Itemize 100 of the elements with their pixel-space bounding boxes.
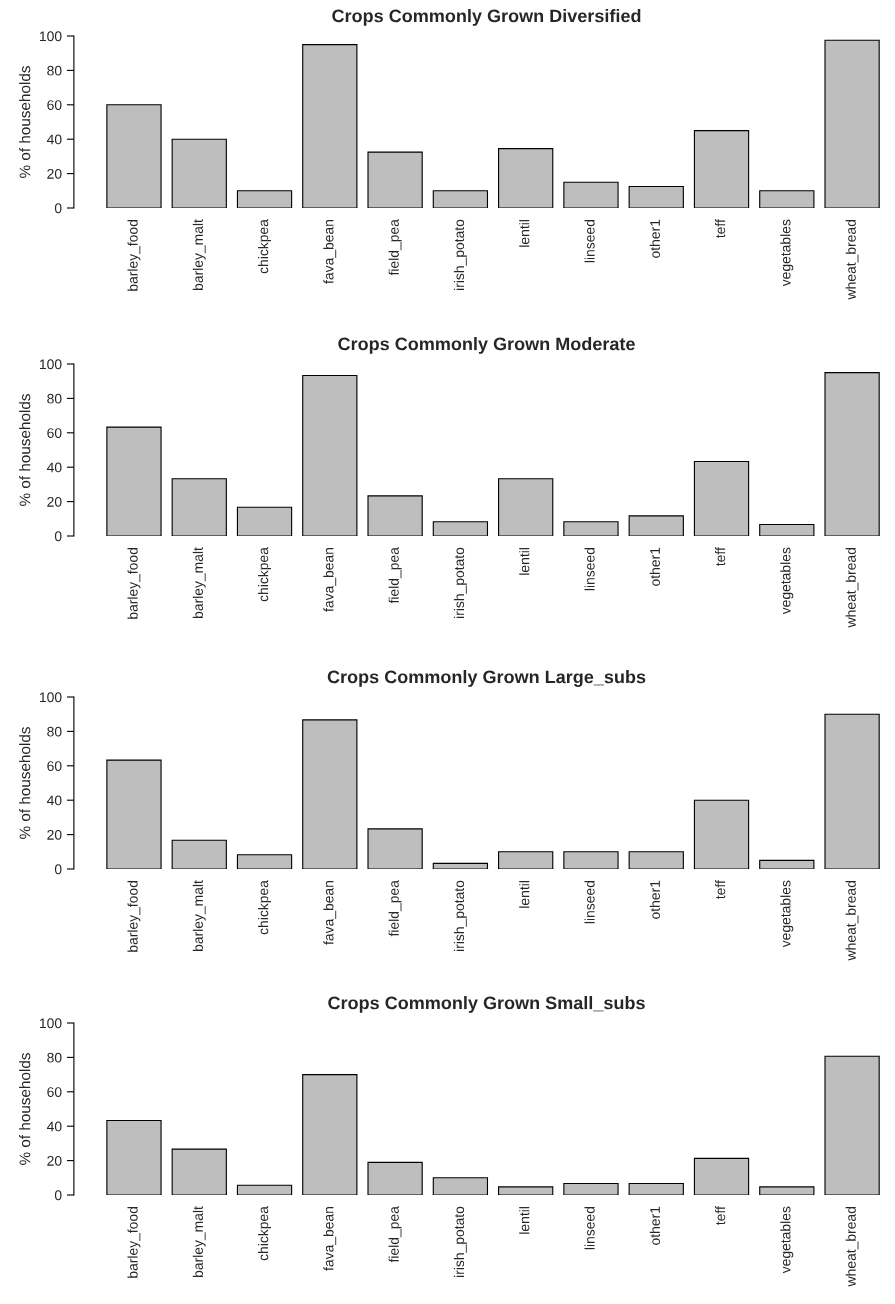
bar [498, 478, 554, 536]
y-tick-label: 0 [54, 203, 62, 214]
bar [563, 1182, 619, 1195]
bar [236, 854, 293, 869]
y-tick-label: 20 [47, 168, 62, 179]
x-tick-label: wheat_bread [845, 1207, 859, 1287]
x-tick-label: barley_food [127, 881, 141, 952]
y-tick-label: 40 [46, 462, 62, 473]
bar [367, 151, 423, 208]
y-tick-label: 100 [39, 1018, 62, 1029]
chart-title: Crops Commonly Grown Large_subs [327, 670, 646, 687]
x-tick-label: other1 [649, 219, 660, 258]
x-tick-label: chickpea [258, 1206, 272, 1261]
y-tick-label: 20 [47, 829, 62, 840]
bar [106, 1119, 162, 1195]
bar [171, 138, 227, 208]
y-axis-title: % of households [19, 66, 31, 178]
y-tick-label: 40 [46, 1121, 62, 1132]
x-tick-label: barley_food [127, 220, 141, 291]
x-tick-label: linseed [584, 220, 595, 263]
chart-title: Crops Commonly Grown Small_subs [328, 996, 645, 1013]
x-tick-label: barley_food [127, 548, 141, 619]
x-tick-label: lentil [519, 1207, 530, 1234]
x-tick-label: teff [715, 219, 726, 238]
x-tick-label: linseed [584, 1207, 595, 1250]
y-tick-label: 80 [47, 393, 62, 404]
x-tick-label: other1 [649, 547, 660, 586]
y-tick-label: 60 [47, 100, 62, 110]
x-tick-label: other1 [649, 1206, 660, 1245]
bar [302, 719, 358, 869]
bar [563, 851, 619, 869]
bar [236, 506, 293, 536]
bar [824, 1055, 880, 1195]
bar [498, 851, 554, 869]
bar [236, 190, 293, 208]
x-tick-label: field_pea [388, 1206, 402, 1263]
x-tick-label: lentil [519, 220, 530, 247]
bar [106, 426, 162, 536]
bar [106, 104, 162, 208]
bar [563, 181, 619, 208]
bar [693, 130, 750, 208]
y-tick-label: 60 [47, 761, 62, 771]
bar [171, 839, 227, 869]
bar [759, 523, 815, 536]
x-tick-label: barley_malt [192, 880, 206, 951]
bar [302, 1074, 358, 1195]
x-tick-label: fava_bean [323, 881, 337, 945]
x-tick-label: fava_bean [323, 220, 337, 284]
bar [367, 1161, 423, 1195]
y-tick-label: 80 [47, 65, 62, 76]
bar [824, 372, 880, 536]
y-tick-label: 40 [46, 795, 62, 806]
y-tick-label: 100 [39, 359, 62, 370]
x-tick-label: chickpea [258, 880, 272, 935]
y-axis-title: % of households [19, 1053, 31, 1165]
x-tick-label: irish_potato [453, 547, 467, 618]
x-tick-label: other1 [649, 880, 660, 919]
x-tick-label: field_pea [388, 880, 402, 937]
bar [693, 799, 750, 869]
x-tick-label: field_pea [388, 547, 402, 604]
x-tick-label: teff [715, 547, 726, 566]
y-tick-label: 60 [47, 428, 62, 438]
bar [432, 1177, 489, 1195]
y-tick-label: 80 [47, 726, 62, 737]
x-tick-label: linseed [584, 548, 595, 591]
bar [171, 478, 227, 536]
x-tick-label: vegetables [780, 547, 794, 615]
bar [171, 1148, 227, 1195]
bar [302, 374, 358, 536]
chart-title: Crops Commonly Grown Moderate [338, 337, 635, 354]
y-axis-title: % of households [19, 727, 31, 839]
y-axis-title: % of households [19, 394, 31, 506]
bar [628, 1182, 684, 1195]
x-tick-label: teff [715, 1206, 726, 1225]
bar [432, 190, 489, 208]
y-tick-label: 60 [47, 1087, 62, 1097]
bar [432, 862, 489, 869]
bar [302, 44, 358, 208]
x-tick-label: lentil [519, 881, 530, 908]
y-tick-label: 20 [47, 496, 62, 507]
y-tick-label: 0 [54, 531, 62, 542]
bar [759, 190, 815, 208]
y-tick-label: 0 [54, 1190, 62, 1201]
bar [628, 185, 684, 208]
x-tick-label: barley_food [127, 1207, 141, 1278]
bar [693, 460, 750, 536]
x-tick-label: barley_malt [192, 547, 206, 618]
x-tick-label: chickpea [258, 219, 272, 274]
x-tick-label: field_pea [388, 219, 402, 276]
bar [106, 759, 162, 869]
x-tick-label: fava_bean [323, 548, 337, 612]
x-tick-label: linseed [584, 881, 595, 924]
bar [367, 495, 423, 536]
bar [563, 521, 619, 536]
bar [693, 1157, 750, 1195]
bar [759, 1186, 815, 1195]
x-tick-label: vegetables [780, 1206, 794, 1274]
y-tick-label: 20 [47, 1155, 62, 1166]
bar [498, 1186, 554, 1195]
x-tick-label: teff [715, 880, 726, 899]
